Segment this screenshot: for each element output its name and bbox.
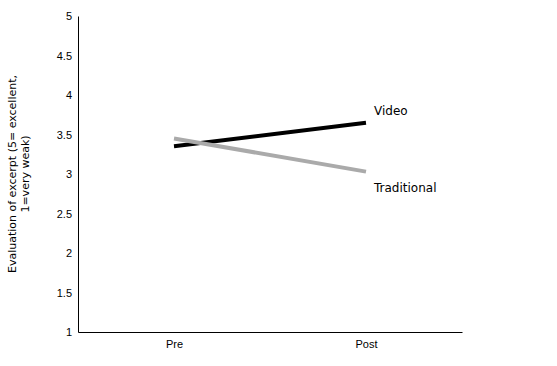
y-tick-label: 1: [66, 326, 72, 338]
x-tick-label: Pre: [166, 338, 183, 350]
series-line: [174, 138, 366, 171]
series-label: Traditional: [373, 181, 436, 195]
y-tick: 2: [66, 247, 78, 259]
annotations: Video Traditional: [373, 104, 436, 195]
y-tick: 1: [66, 326, 78, 338]
y-tick-label: 2: [66, 247, 72, 259]
y-axis-line: [78, 17, 79, 333]
y-axis: 1 1.5 2 2.5 3 3.5 4 4.5 5: [57, 10, 79, 338]
y-tick: 5: [66, 10, 78, 22]
plot: 1 1.5 2 2.5 3 3.5 4 4.5 5 Pre Post Evaluation of ex…: [6, 10, 463, 350]
y-tick: 3.5: [57, 129, 78, 141]
y-tick-label: 3: [66, 168, 72, 180]
x-axis-line: [79, 332, 463, 333]
y-axis-title: Evaluation of excerpt (5= excellent,1=ve…: [6, 75, 32, 273]
y-tick-label: 1.5: [57, 287, 72, 299]
y-tick: 3: [66, 168, 78, 180]
y-tick-label: 4: [66, 89, 72, 101]
y-tick: 4.5: [57, 50, 78, 62]
x-tick: Post: [355, 332, 377, 350]
lines: [174, 123, 366, 172]
series-label: Video: [374, 104, 408, 118]
y-tick-label: 3.5: [57, 129, 72, 141]
y-tick: 4: [66, 89, 78, 101]
chart: 1 1.5 2 2.5 3 3.5 4 4.5 5 Pre Post Evaluation of ex…: [0, 0, 557, 366]
y-tick: 2.5: [57, 208, 78, 220]
y-tick-label: 5: [66, 10, 72, 22]
y-tick: 1.5: [57, 287, 78, 299]
x-axis: Pre Post: [79, 332, 463, 350]
y-tick-label: 2.5: [57, 208, 72, 220]
x-tick-label: Post: [355, 338, 377, 350]
y-tick-label: 4.5: [57, 50, 72, 62]
x-tick: Pre: [166, 332, 183, 350]
